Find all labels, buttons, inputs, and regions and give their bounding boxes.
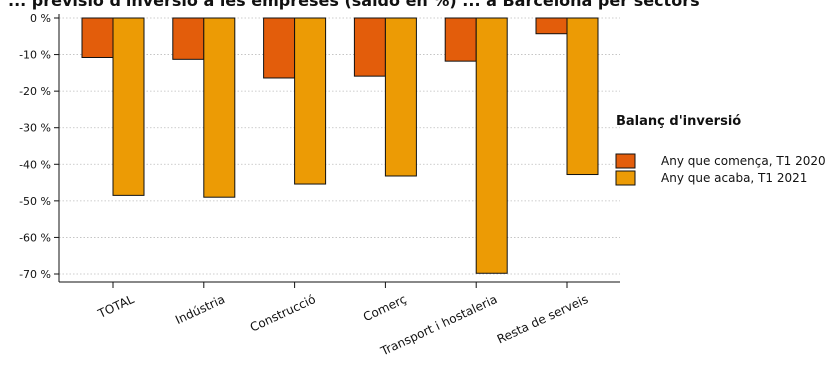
- gridlines: [59, 17, 620, 275]
- chart-title: ... previsió d'inversió a les empreses (…: [8, 0, 700, 10]
- y-tick-label: 0 %: [30, 12, 51, 25]
- legend-label: Any que comença, T1 2020: [661, 154, 826, 168]
- legend-title: Balanç d'inversió: [616, 114, 741, 129]
- bar-start: [81, 17, 114, 58]
- legend-swatch: [615, 153, 636, 169]
- bar-end: [294, 17, 327, 185]
- y-tick-label: -20 %: [19, 85, 51, 98]
- bars: [81, 17, 599, 274]
- bar-end: [384, 17, 417, 177]
- y-tick-label: -60 %: [19, 231, 51, 244]
- bar-start: [444, 17, 477, 62]
- bar-end: [475, 17, 508, 274]
- x-tick-label: Resta de serveis: [495, 292, 590, 346]
- y-tick-label: -40 %: [19, 158, 51, 171]
- bar-end: [566, 17, 599, 176]
- x-tick-label: Construcció: [248, 292, 318, 335]
- bar-end: [203, 17, 236, 198]
- bar-start: [535, 17, 568, 35]
- x-axis: TOTAL Indústria Construcció ComerçTransport…: [59, 281, 620, 359]
- y-axis: 0 % -10 % -20 % -30 % -40 % -50 % -60 % -70 %: [19, 12, 60, 282]
- x-tick-label: TOTAL: [95, 292, 137, 321]
- bar-end: [112, 17, 145, 196]
- x-tick-label: Comerç: [361, 292, 409, 324]
- bar-start: [353, 17, 386, 77]
- legend-label: Any que acaba, T1 2021: [661, 171, 807, 185]
- bar-start: [263, 17, 296, 79]
- y-tick-label: -70 %: [19, 268, 51, 281]
- legend-swatch: [615, 170, 636, 186]
- y-tick-label: -50 %: [19, 195, 51, 208]
- legend: Balanç d'inversió Any que comença, T1 20…: [615, 114, 826, 186]
- y-tick-label: -30 %: [19, 122, 51, 135]
- bar-start: [172, 17, 205, 60]
- y-tick-label: -10 %: [19, 49, 51, 62]
- x-tick-label: Indústria: [173, 292, 227, 327]
